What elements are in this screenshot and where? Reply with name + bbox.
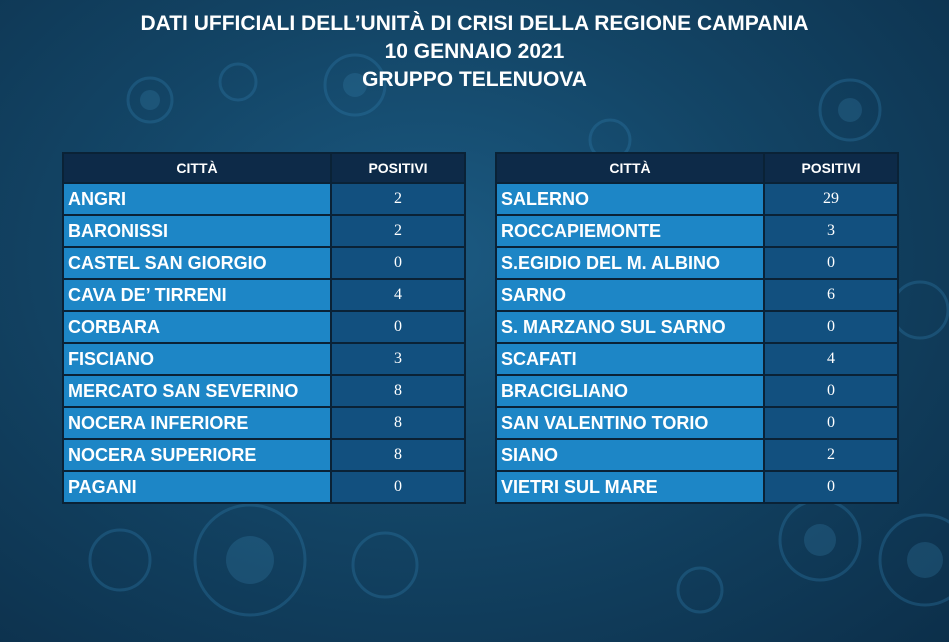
table-header-row: CITTÀ POSITIVI bbox=[496, 153, 898, 183]
positive-cell: 0 bbox=[764, 471, 898, 503]
table-row: CORBARA 0 bbox=[63, 311, 465, 343]
table-row: NOCERA SUPERIORE 8 bbox=[63, 439, 465, 471]
city-cell: S. MARZANO SUL SARNO bbox=[496, 311, 764, 343]
table-row: S.EGIDIO DEL M. ALBINO 0 bbox=[496, 247, 898, 279]
city-cell: FISCIANO bbox=[63, 343, 331, 375]
page-header: DATI UFFICIALI DELL’UNITÀ DI CRISI DELLA… bbox=[0, 10, 949, 94]
city-cell: ANGRI bbox=[63, 183, 331, 215]
positive-cell: 8 bbox=[331, 439, 465, 471]
table-row: SIANO 2 bbox=[496, 439, 898, 471]
positive-cell: 2 bbox=[331, 183, 465, 215]
table-row: BARONISSI 2 bbox=[63, 215, 465, 247]
positive-cell: 0 bbox=[764, 247, 898, 279]
city-cell: SAN VALENTINO TORIO bbox=[496, 407, 764, 439]
table-row: FISCIANO 3 bbox=[63, 343, 465, 375]
city-cell: SCAFATI bbox=[496, 343, 764, 375]
header-source: GRUPPO TELENUOVA bbox=[362, 68, 587, 91]
positive-cell: 8 bbox=[331, 407, 465, 439]
positive-cell: 29 bbox=[764, 183, 898, 215]
city-cell: SIANO bbox=[496, 439, 764, 471]
positive-cell: 0 bbox=[331, 247, 465, 279]
city-cell: NOCERA INFERIORE bbox=[63, 407, 331, 439]
city-cell: S.EGIDIO DEL M. ALBINO bbox=[496, 247, 764, 279]
positive-cell: 2 bbox=[331, 215, 465, 247]
cases-table-right: CITTÀ POSITIVI SALERNO 29 ROCCAPIEMONTE 3 … bbox=[495, 152, 899, 504]
city-cell: SALERNO bbox=[496, 183, 764, 215]
positive-cell: 3 bbox=[331, 343, 465, 375]
table-row: VIETRI SUL MARE 0 bbox=[496, 471, 898, 503]
positive-cell: 3 bbox=[764, 215, 898, 247]
positive-cell: 0 bbox=[331, 311, 465, 343]
table-row: SALERNO 29 bbox=[496, 183, 898, 215]
city-cell: VIETRI SUL MARE bbox=[496, 471, 764, 503]
city-cell: BARONISSI bbox=[63, 215, 331, 247]
city-cell: BRACIGLIANO bbox=[496, 375, 764, 407]
positive-cell: 0 bbox=[331, 471, 465, 503]
table-row: BRACIGLIANO 0 bbox=[496, 375, 898, 407]
table-row: SARNO 6 bbox=[496, 279, 898, 311]
column-header-positive: POSITIVI bbox=[764, 153, 898, 183]
table-row: NOCERA INFERIORE 8 bbox=[63, 407, 465, 439]
positive-cell: 6 bbox=[764, 279, 898, 311]
positive-cell: 4 bbox=[764, 343, 898, 375]
column-header-city: CITTÀ bbox=[63, 153, 331, 183]
positive-cell: 4 bbox=[331, 279, 465, 311]
positive-cell: 0 bbox=[764, 311, 898, 343]
column-header-positive: POSITIVI bbox=[331, 153, 465, 183]
city-cell: SARNO bbox=[496, 279, 764, 311]
city-cell: NOCERA SUPERIORE bbox=[63, 439, 331, 471]
header-title: DATI UFFICIALI DELL’UNITÀ DI CRISI DELLA… bbox=[140, 12, 809, 35]
table-row: S. MARZANO SUL SARNO 0 bbox=[496, 311, 898, 343]
table-row: PAGANI 0 bbox=[63, 471, 465, 503]
table-row: ROCCAPIEMONTE 3 bbox=[496, 215, 898, 247]
positive-cell: 0 bbox=[764, 375, 898, 407]
positive-cell: 8 bbox=[331, 375, 465, 407]
city-cell: CORBARA bbox=[63, 311, 331, 343]
cases-table-left: CITTÀ POSITIVI ANGRI 2 BARONISSI 2 CASTEL … bbox=[62, 152, 466, 504]
header-date: 10 GENNAIO 2021 bbox=[384, 40, 565, 63]
city-cell: CASTEL SAN GIORGIO bbox=[63, 247, 331, 279]
positive-cell: 0 bbox=[764, 407, 898, 439]
table-row: SCAFATI 4 bbox=[496, 343, 898, 375]
city-cell: PAGANI bbox=[63, 471, 331, 503]
city-cell: ROCCAPIEMONTE bbox=[496, 215, 764, 247]
table-row: CASTEL SAN GIORGIO 0 bbox=[63, 247, 465, 279]
table-row: MERCATO SAN SEVERINO 8 bbox=[63, 375, 465, 407]
table-row: ANGRI 2 bbox=[63, 183, 465, 215]
table-row: CAVA DE’ TIRRENI 4 bbox=[63, 279, 465, 311]
column-header-city: CITTÀ bbox=[496, 153, 764, 183]
city-cell: MERCATO SAN SEVERINO bbox=[63, 375, 331, 407]
city-cell: CAVA DE’ TIRRENI bbox=[63, 279, 331, 311]
table-row: SAN VALENTINO TORIO 0 bbox=[496, 407, 898, 439]
positive-cell: 2 bbox=[764, 439, 898, 471]
table-header-row: CITTÀ POSITIVI bbox=[63, 153, 465, 183]
